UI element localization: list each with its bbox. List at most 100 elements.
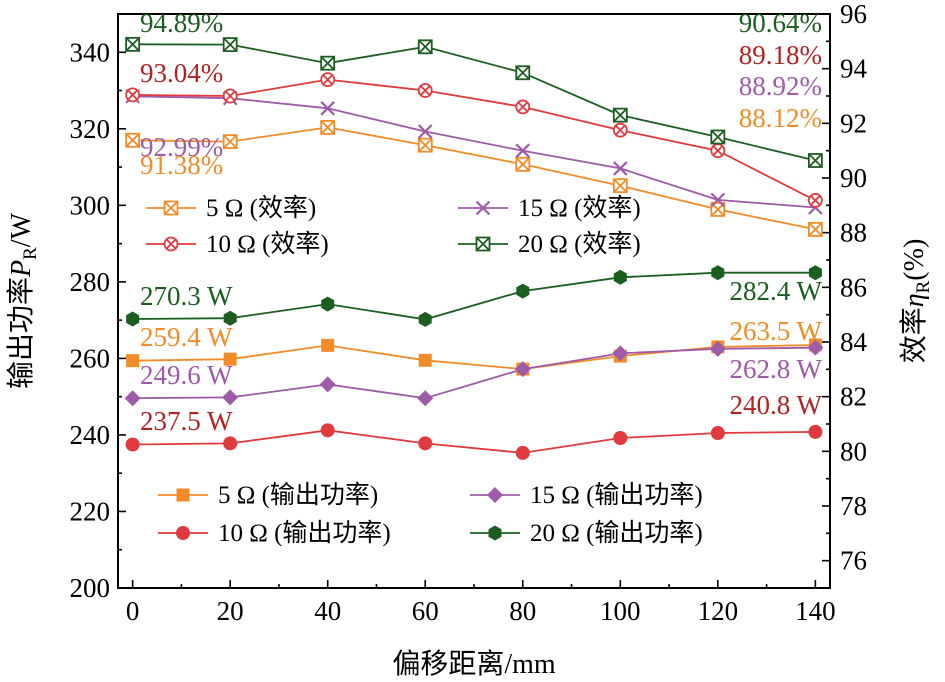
series-markers xyxy=(124,36,824,460)
power-series-3-point-shape xyxy=(418,311,432,327)
efficiency-series-3-point-cross xyxy=(808,153,823,168)
power-legend-marker xyxy=(488,525,502,541)
power-series-0-point xyxy=(321,338,335,352)
efficiency-series-line-2 xyxy=(132,78,816,202)
efficiency-series-3-point xyxy=(320,55,336,71)
power-series-line-2 xyxy=(132,429,816,454)
power-series-3-point-shape xyxy=(223,310,237,326)
power-legend-marker-shape xyxy=(176,488,190,502)
y-right-tick-label: 86 xyxy=(840,272,867,302)
efficiency-series-0-point xyxy=(417,137,433,153)
efficiency-series-1-point xyxy=(515,143,531,158)
efficiency-series-0-point-cross xyxy=(418,138,433,153)
y-right-tick-label: 76 xyxy=(840,546,867,576)
power-legend-marker xyxy=(487,487,503,503)
power-legend-marker-shape xyxy=(488,525,502,541)
power-series-0-point-shape xyxy=(223,352,237,366)
power-series-2-point-shape xyxy=(223,436,238,451)
power-series-0-point-shape xyxy=(126,354,140,368)
efficiency-series-2-point-cross xyxy=(712,145,724,156)
power-series-1-point xyxy=(612,345,629,362)
efficiency-series-3-point xyxy=(612,107,628,123)
efficiency-series-2-point-cross xyxy=(615,124,626,136)
annotation-label: 88.92% xyxy=(739,71,822,101)
power-series-1-point-shape xyxy=(319,376,336,393)
efficiency-series-2-point-cross xyxy=(517,101,529,113)
power-series-0-point xyxy=(126,354,140,368)
efficiency-series-3-point xyxy=(807,153,823,168)
efficiency-series-2-point-cross xyxy=(224,90,236,102)
power-series-1-point xyxy=(807,339,824,356)
annotation-label: 270.3 W xyxy=(140,281,233,311)
efficiency-legend-marker xyxy=(475,200,491,216)
power-series-3-point-shape xyxy=(321,296,335,312)
x-tick-label: 40 xyxy=(314,596,341,626)
x-tick-label: 120 xyxy=(698,596,739,626)
y-right-tick-label: 84 xyxy=(840,327,868,357)
efficiency-legend-marker xyxy=(475,236,491,252)
power-legend-label: 5 Ω (输出功率) xyxy=(218,481,378,509)
efficiency-legend-label: 10 Ω (效率) xyxy=(206,230,329,258)
annotation-label: 88.12% xyxy=(739,103,822,133)
power-series-3-point xyxy=(223,310,237,326)
efficiency-series-2-point xyxy=(125,87,141,103)
efficiency-legend-marker xyxy=(163,200,179,216)
efficiency-series-3-point-cross xyxy=(320,56,335,71)
power-series-3-point xyxy=(516,283,530,299)
efficiency-legend-label: 20 Ω (效率) xyxy=(518,230,641,258)
power-series-3-point xyxy=(321,296,335,312)
y-left-axis-title-part: /W xyxy=(6,212,37,247)
y-left-axis-title-symbol: P xyxy=(6,260,37,278)
efficiency-series-3-point-cross xyxy=(125,37,140,52)
power-legend-label: 15 Ω (输出功率) xyxy=(530,481,703,509)
annotation-label: 91.38% xyxy=(140,150,223,180)
power-series-2-point-shape xyxy=(418,436,433,451)
annotation-label: 282.4 W xyxy=(730,276,823,306)
y-right-tick-label: 96 xyxy=(840,0,867,29)
power-series-2-point-shape xyxy=(710,426,725,441)
power-series-3-point-shape xyxy=(808,265,822,281)
power-series-3-point xyxy=(126,311,140,327)
efficiency-series-2-point-cross xyxy=(322,74,333,85)
power-series-3-point xyxy=(613,269,627,285)
efficiency-series-3-point xyxy=(417,39,433,55)
power-series-0-point-shape xyxy=(418,353,432,367)
efficiency-series-3-point-cross xyxy=(710,129,725,145)
y-left-tick-label: 260 xyxy=(70,343,111,373)
x-tick-label: 100 xyxy=(600,596,641,626)
y-right-axis-title-symbol: η xyxy=(899,293,930,307)
efficiency-series-2-point-cross xyxy=(810,195,821,206)
power-series-3-point xyxy=(808,265,822,281)
power-series-3-point-shape xyxy=(711,265,725,281)
efficiency-series-3-point-cross xyxy=(613,107,628,123)
efficiency-series-1-point-shape xyxy=(710,192,726,208)
efficiency-legend-marker-cross xyxy=(163,200,179,216)
efficiency-series-1-point xyxy=(417,124,433,139)
power-series-1-point-shape xyxy=(417,390,434,407)
power-series-1-point-shape xyxy=(612,345,629,362)
efficiency-series-1-point xyxy=(320,101,335,116)
efficiency-series-2-point xyxy=(807,193,823,208)
efficiency-legend-marker xyxy=(163,236,179,252)
power-legend-marker xyxy=(176,526,190,540)
y-right-tick-label: 90 xyxy=(840,163,867,193)
efficiency-series-2-point-cross xyxy=(127,89,138,101)
y-left-tick-label: 220 xyxy=(70,496,111,526)
efficiency-series-2-point xyxy=(515,99,531,115)
power-series-2-point xyxy=(418,436,433,451)
power-series-1-point-shape xyxy=(709,340,726,357)
efficiency-series-0-point-cross xyxy=(613,178,628,193)
efficiency-series-1-point-shape xyxy=(417,124,433,139)
efficiency-series-2-point-cross xyxy=(419,85,431,96)
efficiency-legend-label: 15 Ω (效率) xyxy=(518,194,641,222)
power-series-1-point-shape xyxy=(124,390,141,407)
power-series-2-point xyxy=(320,423,335,438)
efficiency-legend-marker-shape xyxy=(475,200,491,216)
efficiency-series-0-point xyxy=(515,156,531,172)
efficiency-series-2-point xyxy=(710,143,726,159)
axes: 0 20 40 60 80 100 120 140 200 220 240 260 280 300 320 3… xyxy=(70,0,868,626)
efficiency-series-1-point-shape xyxy=(515,143,531,158)
x-tick-label: 80 xyxy=(509,596,536,626)
efficiency-series-0-point xyxy=(612,178,628,194)
